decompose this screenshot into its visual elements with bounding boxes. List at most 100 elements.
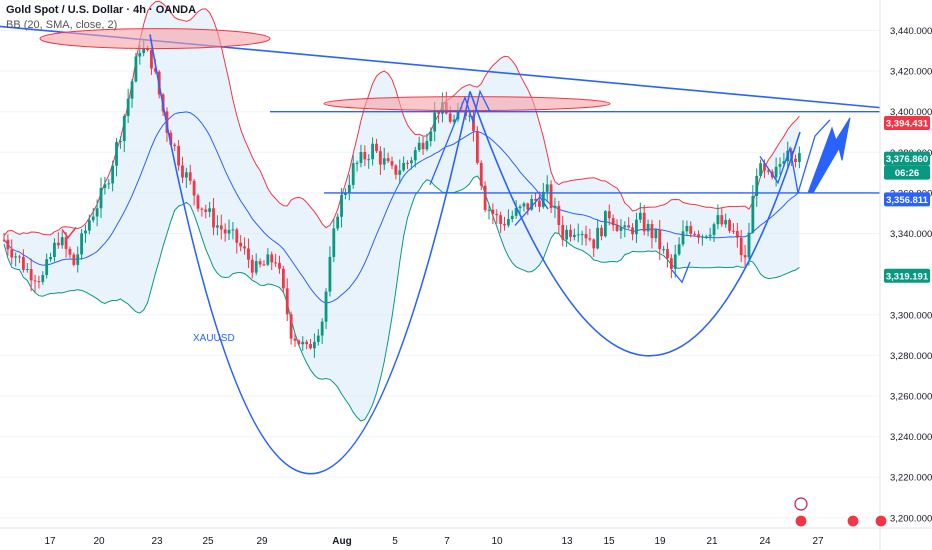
candle-body [45,259,49,276]
candle [394,163,398,180]
candle-body [654,229,658,239]
candle [491,203,495,225]
candle-body [134,56,138,82]
candle-body [305,341,309,345]
x-tick-label: 19 [654,536,666,547]
candle-body [320,321,324,336]
candle-body [778,163,782,167]
candle [576,223,580,243]
candle-body [607,211,611,219]
candle [557,200,561,234]
candle [150,48,153,76]
candle [483,181,487,213]
flag-icon[interactable] [874,514,888,528]
candle [534,193,537,208]
candle-body [200,208,204,210]
flag-icon[interactable] [846,514,860,528]
candle-body [270,254,274,263]
candle [119,136,122,149]
candle [413,146,417,168]
candle-body [619,227,623,231]
candle [553,197,557,218]
candle-body [262,264,266,266]
candle [95,199,99,227]
candle-body [169,132,173,145]
candle [103,176,107,195]
candle [375,138,378,154]
candle [111,160,115,192]
candle-body [611,218,615,226]
candle [421,136,425,155]
candle [367,154,371,169]
candle-body [638,212,642,220]
candle-body [487,209,491,211]
candle-body [347,184,351,193]
candle-body [627,225,631,228]
price-badge-bg [884,116,930,131]
candle-body [615,225,619,231]
candle [487,205,491,220]
candle [266,248,270,267]
candle [204,204,208,219]
candle [49,252,52,262]
candle-body [181,165,184,178]
candle-body [642,212,646,232]
candle [580,230,584,246]
candle [704,234,708,240]
candle [328,246,332,297]
candle-body [572,234,576,237]
candle [398,159,402,185]
flag-icon[interactable] [794,514,808,528]
candle [60,231,64,249]
symbol-annotation: XAUUSD [193,333,235,344]
candle-body [53,242,56,258]
candle [619,219,623,239]
candle-body [530,198,534,210]
candle [654,228,658,243]
candle [188,164,192,185]
candle [739,230,743,263]
candle-body [697,234,700,238]
price-badge-text: 3,356.811 [886,195,928,206]
candle-body [510,215,514,220]
candle [289,311,293,345]
candle-body [150,50,153,69]
candle [638,202,642,224]
candle-body [413,150,417,161]
candle-body [592,239,596,249]
indicator-legend[interactable]: BB (20, SMA, close, 2) [6,19,118,31]
rounding-bottom-arc-left [149,34,471,475]
candle-body [41,275,45,282]
candle [332,219,336,263]
candle [122,114,126,153]
candle [382,147,386,171]
candle-body [763,163,766,171]
symbol-title[interactable]: Gold Spot / U.S. Dollar · 4h · OANDA [6,4,197,16]
candle-body [483,185,487,211]
price-badge: 3,376.860 [884,151,930,166]
candle [759,159,762,178]
candle-body [541,191,545,207]
candle [518,204,522,214]
x-tick-label: 29 [256,536,268,547]
candle [541,182,545,209]
candle-body [18,256,21,258]
x-axis: 17 20 23 25 29 Aug 5 7 10 13 15 19 21 24 27 [44,536,824,547]
candle [716,204,720,230]
candle-body [514,208,518,216]
candle [200,207,204,217]
candle [662,245,665,254]
candle [429,127,433,147]
candle [320,318,324,345]
candle-body [378,151,382,165]
dividend-icon[interactable] [794,497,808,511]
rounding-bottom-arc-right [469,91,801,357]
candle [192,179,196,206]
candle [14,252,18,267]
candle [604,210,607,238]
candle [184,167,188,188]
candle-body [794,158,797,162]
candle [340,187,343,228]
candle-body [588,238,592,240]
